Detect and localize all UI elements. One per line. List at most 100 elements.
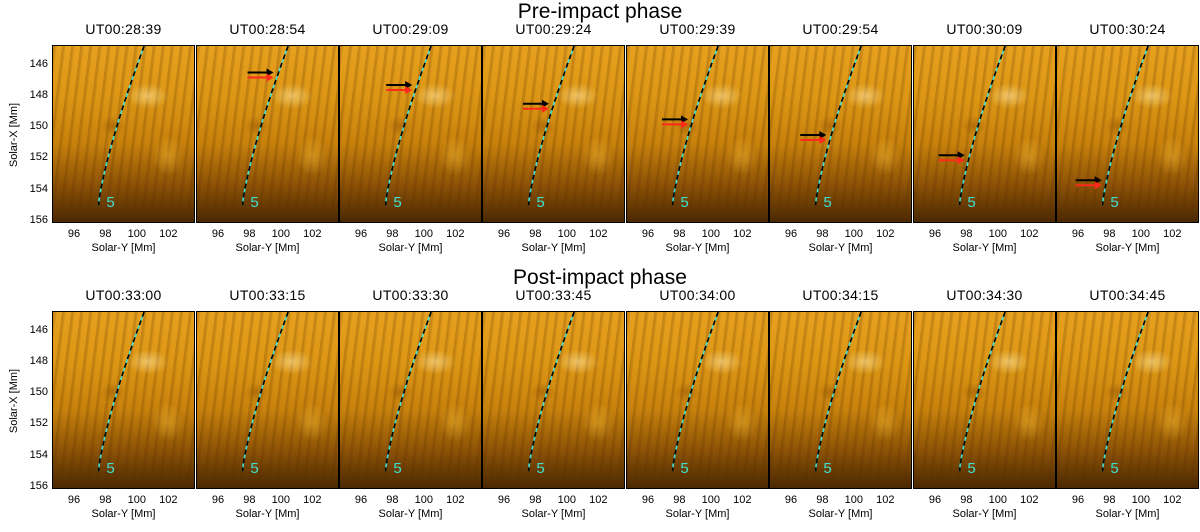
slit-path-cyan [527,312,575,472]
slit-overlay: 5 [527,312,575,477]
x-axis-label: Solar-Y [Mm] [665,508,730,520]
slit-path-dash [1101,46,1149,206]
panel-timestamp: UT00:33:00 [85,287,162,303]
panel-timestamp: UT00:33:45 [515,287,592,303]
slit-path-dash [384,312,432,472]
red-arrow [522,104,549,113]
slit-path-dash [814,312,862,472]
aia-image: 5 [482,45,625,223]
slit-path-dash [384,46,432,206]
slit-overlay: 5 [958,312,1006,477]
slit-number-label: 5 [536,460,544,477]
slit-number-label: 5 [967,460,975,477]
slit-overlay: 5 [671,312,719,477]
x-axis-label: Solar-Y [Mm] [235,242,300,254]
x-tick-label: 102 [159,494,178,506]
slit-overlay: 5 [522,46,575,211]
x-tick-label: 100 [271,494,291,506]
x-axis-label: Solar-Y [Mm] [952,242,1017,254]
aia-image: 5 [482,311,625,489]
slit-number-label: 5 [106,460,114,477]
slit-path-dash [97,46,145,206]
x-tick-label: 102 [303,228,322,240]
aia-image: 5 [52,311,195,489]
panel-timestamp: UT00:29:09 [372,21,449,37]
slit-path-dash [1101,312,1149,472]
x-tick-label: 100 [557,494,577,506]
panel-timestamp: UT00:30:09 [946,21,1023,37]
red-arrow [800,136,827,144]
x-axis-label: Solar-Y [Mm] [1095,508,1160,520]
black-arrow [1075,176,1102,185]
x-tick-label: 98 [1103,228,1116,240]
x-tick-label: 102 [876,494,895,506]
x-tick-label: 100 [844,494,864,506]
slit-number-label: 5 [1110,460,1118,477]
aia-image: 5 [339,45,482,223]
red-arrow [386,86,413,95]
slit-overlay: 5 [800,46,862,211]
image-panel: UT00:33:15 5 96 98 100 102 Solar-Y [Mm] [196,287,339,520]
x-axis-label: Solar-Y [Mm] [378,242,443,254]
image-panel: UT00:28:39 5 96 98 100 102 Solar-Y [Mm] 146 148 1… [30,21,195,254]
slit-number-label: 5 [250,460,258,477]
y-tick-label: 148 [29,88,48,101]
x-tick-label: 100 [1131,494,1151,506]
slit-overlay: 5 [241,312,289,477]
slit-path-cyan [958,312,1006,472]
slit-number-label: 5 [680,460,688,477]
y-tick-label: 156 [29,479,48,492]
x-tick-label: 98 [243,494,256,506]
x-tick-label: 98 [386,494,399,506]
x-tick-label: 96 [641,494,655,506]
red-arrow [661,120,688,129]
x-tick-label: 100 [1131,228,1151,240]
slit-path-cyan [384,312,432,472]
x-axis-label: Solar-Y [Mm] [808,508,873,520]
slit-path-dash [671,312,719,472]
slit-number-label: 5 [393,194,401,211]
x-tick-label: 96 [784,494,798,506]
x-tick-label: 96 [354,228,368,240]
aia-image: 5 [1056,45,1199,223]
image-panel: UT00:28:54 5 96 98 100 102 Solar-Y [Mm] [196,21,339,254]
slit-number-label: 5 [393,460,401,477]
image-panel: UT00:29:39 5 96 98 100 102 Solar-Y [Mm] [626,21,769,254]
aia-image: 5 [913,45,1056,223]
x-tick-label: 102 [589,494,608,506]
x-tick-label: 96 [497,228,511,240]
x-tick-label: 98 [1103,494,1116,506]
x-tick-label: 102 [876,228,895,240]
x-tick-label: 96 [1071,228,1085,240]
panel-timestamp: UT00:28:54 [229,21,306,37]
x-tick-label: 96 [67,228,81,240]
panel-timestamp: UT00:29:54 [802,21,879,37]
x-tick-label: 100 [414,228,434,240]
image-panel: UT00:29:24 5 96 98 100 102 Solar-Y [Mm] [482,21,625,254]
black-arrow [247,68,274,77]
slit-number-label: 5 [106,194,114,211]
x-tick-label: 100 [127,228,147,240]
y-tick-label: 150 [29,386,48,399]
image-panel: UT00:30:24 5 96 98 100 102 Solar-Y [Mm] [1056,21,1199,254]
x-tick-label: 98 [960,228,973,240]
image-panel: UT00:33:30 5 96 98 100 102 Solar-Y [Mm] [339,287,482,520]
x-tick-label: 100 [988,228,1008,240]
pre-impact-title: Pre-impact phase [517,0,683,23]
y-tick-label: 152 [29,417,48,430]
slit-path-cyan [527,46,575,206]
slit-path-dash [527,312,575,472]
slit-path-cyan [958,46,1006,206]
slit-overlay: 5 [661,46,719,211]
x-tick-label: 102 [446,494,465,506]
image-panel: UT00:29:54 5 96 98 100 102 Solar-Y [Mm] [769,21,912,254]
x-tick-label: 98 [816,228,829,240]
x-tick-label: 96 [211,228,225,240]
x-tick-label: 102 [446,228,465,240]
slit-path-cyan [814,312,862,472]
panel-timestamp: UT00:34:45 [1089,287,1166,303]
x-tick-label: 102 [1163,228,1182,240]
aia-image: 5 [339,311,482,489]
slit-path-cyan [384,46,432,206]
slit-overlay: 5 [241,46,289,211]
